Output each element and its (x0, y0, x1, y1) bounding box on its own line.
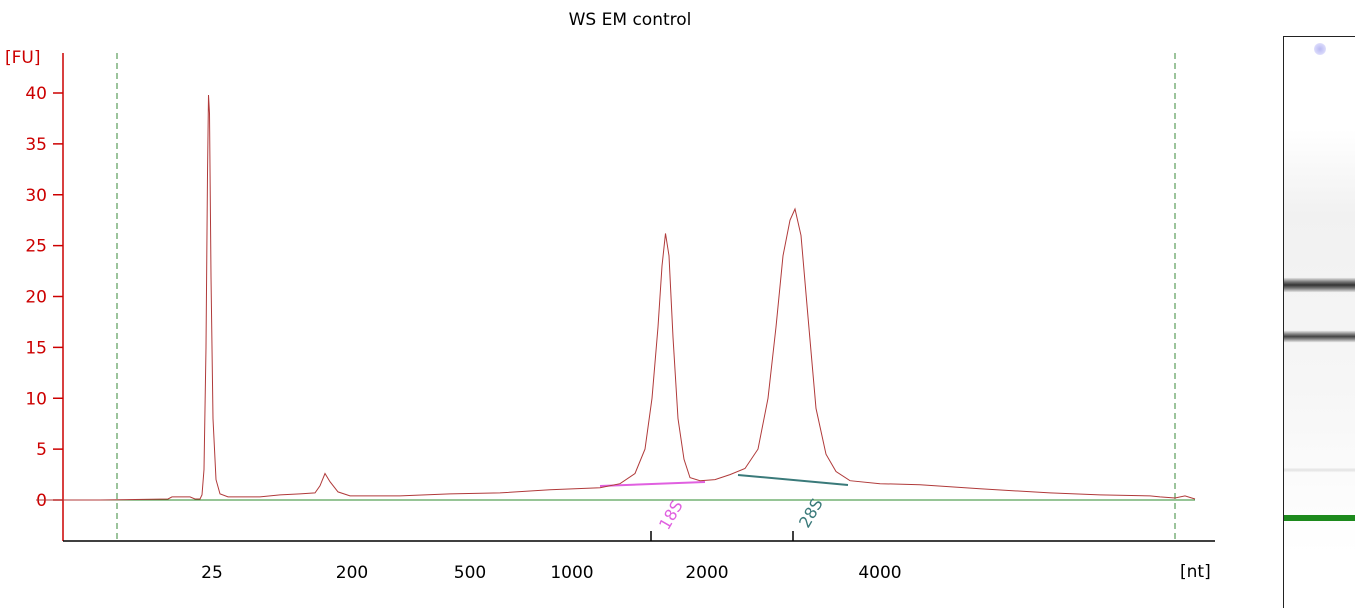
y-tick-label: 30 (25, 186, 47, 206)
y-tick-label: 25 (25, 237, 47, 257)
x-tick-label: 4000 (858, 563, 901, 583)
y-tick-label: 10 (25, 389, 47, 409)
peak-label-18s: 18S (655, 497, 687, 533)
peak-18s-baseline (599, 481, 706, 487)
gel-marker-dot (1314, 43, 1326, 55)
x-axis-label: [nt] (1180, 562, 1211, 582)
gel-band-28s (1284, 277, 1355, 293)
gel-image-panel (1283, 36, 1355, 608)
x-ticks: 25 200 500 1000 2000 4000 (201, 531, 902, 583)
x-tick-label: 500 (454, 563, 486, 583)
y-ticks: 0 5 10 15 20 25 30 35 40 (25, 84, 63, 511)
y-tick-label: 20 (25, 288, 47, 308)
x-tick-label: 25 (201, 563, 223, 583)
y-tick-label: 15 (25, 338, 47, 358)
electropherogram-trace (36, 94, 1196, 501)
gel-band-18s (1284, 330, 1355, 343)
x-tick-label: 200 (336, 563, 368, 583)
x-tick-label: 2000 (685, 563, 728, 583)
peak-28s-baseline (737, 474, 849, 486)
gel-band-lower-marker (1284, 515, 1355, 521)
y-axis-label: [FU] (5, 48, 41, 68)
y-tick-label: 0 (36, 491, 47, 511)
x-tick-label: 1000 (550, 563, 593, 583)
gel-band-faint (1284, 467, 1355, 473)
chart-title: WS EM control (569, 10, 692, 30)
y-tick-label: 35 (25, 135, 47, 155)
y-tick-label: 40 (25, 84, 47, 104)
y-tick-label: 5 (36, 440, 47, 460)
